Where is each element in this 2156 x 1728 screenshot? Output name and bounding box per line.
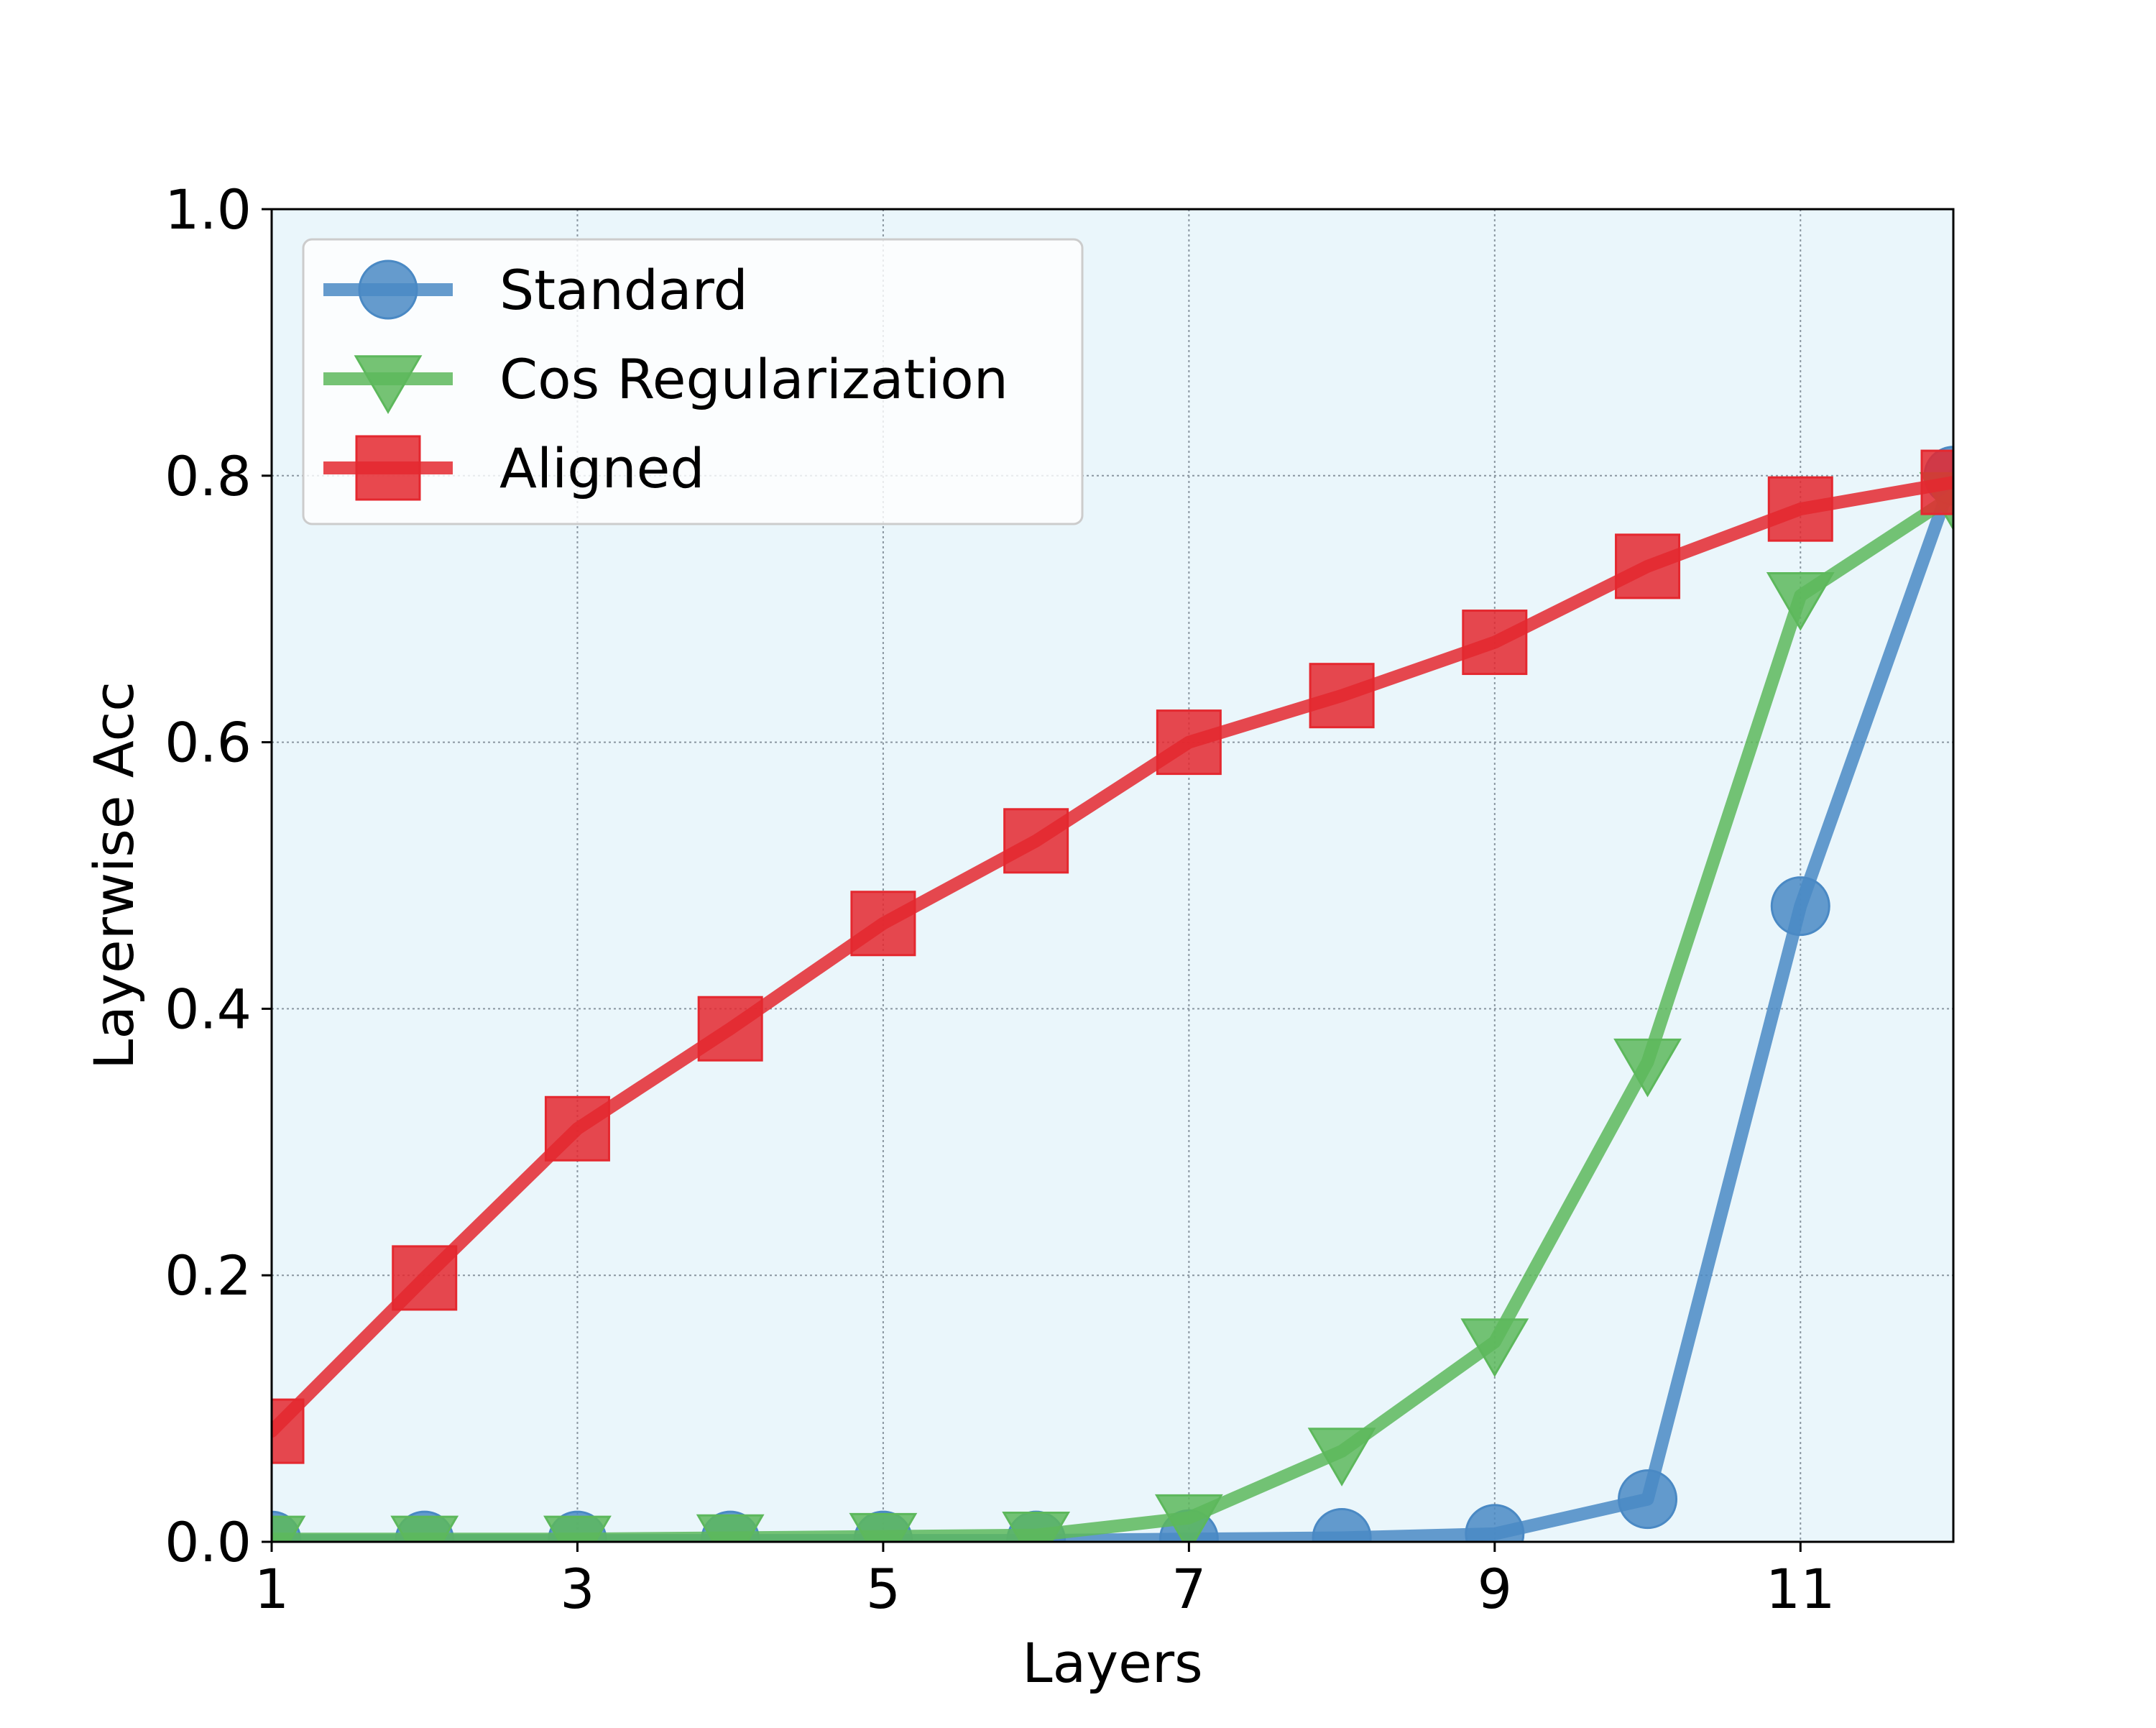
data-point [543,1515,612,1542]
legend-marker [354,355,423,414]
data-point [1465,1504,1525,1542]
plot-frame [270,208,1955,1543]
data-point [1462,610,1528,676]
data-point [1770,876,1830,937]
legend: Standard Cos Regularization Aligned [302,238,1084,525]
series-layer [272,446,1953,1542]
data-point [696,1514,765,1542]
y-tick-label: 0.2 [165,1244,252,1308]
y-tick-label: 0.6 [165,711,252,775]
data-point [272,1515,306,1542]
data-point [1618,1469,1678,1530]
x-tick-label: 9 [1478,1557,1512,1621]
data-point [1154,1494,1223,1542]
y-tick-label: 0.4 [165,977,252,1041]
data-point [1615,533,1681,599]
data-point [1767,476,1833,542]
legend-box [302,238,1084,525]
data-point [544,1095,610,1162]
series-line [272,489,1953,1542]
x-tick-label: 1 [254,1557,289,1621]
data-point [1312,1507,1372,1542]
y-tick-label: 0.0 [165,1510,252,1574]
data-point [1307,1428,1376,1486]
data-point [1920,449,1953,515]
y-tick-label: 1.0 [165,178,252,242]
legend-label: Standard [499,258,748,322]
series-1 [272,472,1953,1542]
data-point [1613,1038,1682,1098]
data-point [392,1245,458,1311]
data-point [1002,1512,1071,1542]
data-point [1003,808,1069,874]
series-2 [272,449,1953,1464]
x-tick-label: 11 [1766,1557,1835,1621]
x-axis-title: Layers [1022,1631,1203,1695]
data-point [1460,1318,1529,1377]
legend-label: Cos Regularization [499,347,1008,411]
data-point [272,1398,305,1464]
data-point [1156,709,1222,776]
data-point [390,1515,459,1542]
x-tick-label: 5 [866,1557,900,1621]
data-point [1766,571,1835,631]
y-tick-label: 0.8 [165,444,252,508]
x-tick-label: 3 [560,1557,594,1621]
y-axis: 0.0 0.2 0.4 0.6 0.8 1.0 [165,178,272,1574]
legend-item: Cos Regularization [323,347,1008,414]
data-point [697,996,763,1062]
legend-marker [358,259,418,320]
legend-marker [355,435,421,501]
legend-item: Standard [323,258,748,322]
data-point [850,891,916,957]
legend-item: Aligned [323,435,705,501]
legend-label: Aligned [499,436,705,500]
x-axis: 1 3 5 7 9 11 [254,1542,1835,1621]
data-point [1309,663,1375,729]
y-axis-title: Layerwise Acc [82,681,146,1070]
x-tick-label: 7 [1171,1557,1206,1621]
